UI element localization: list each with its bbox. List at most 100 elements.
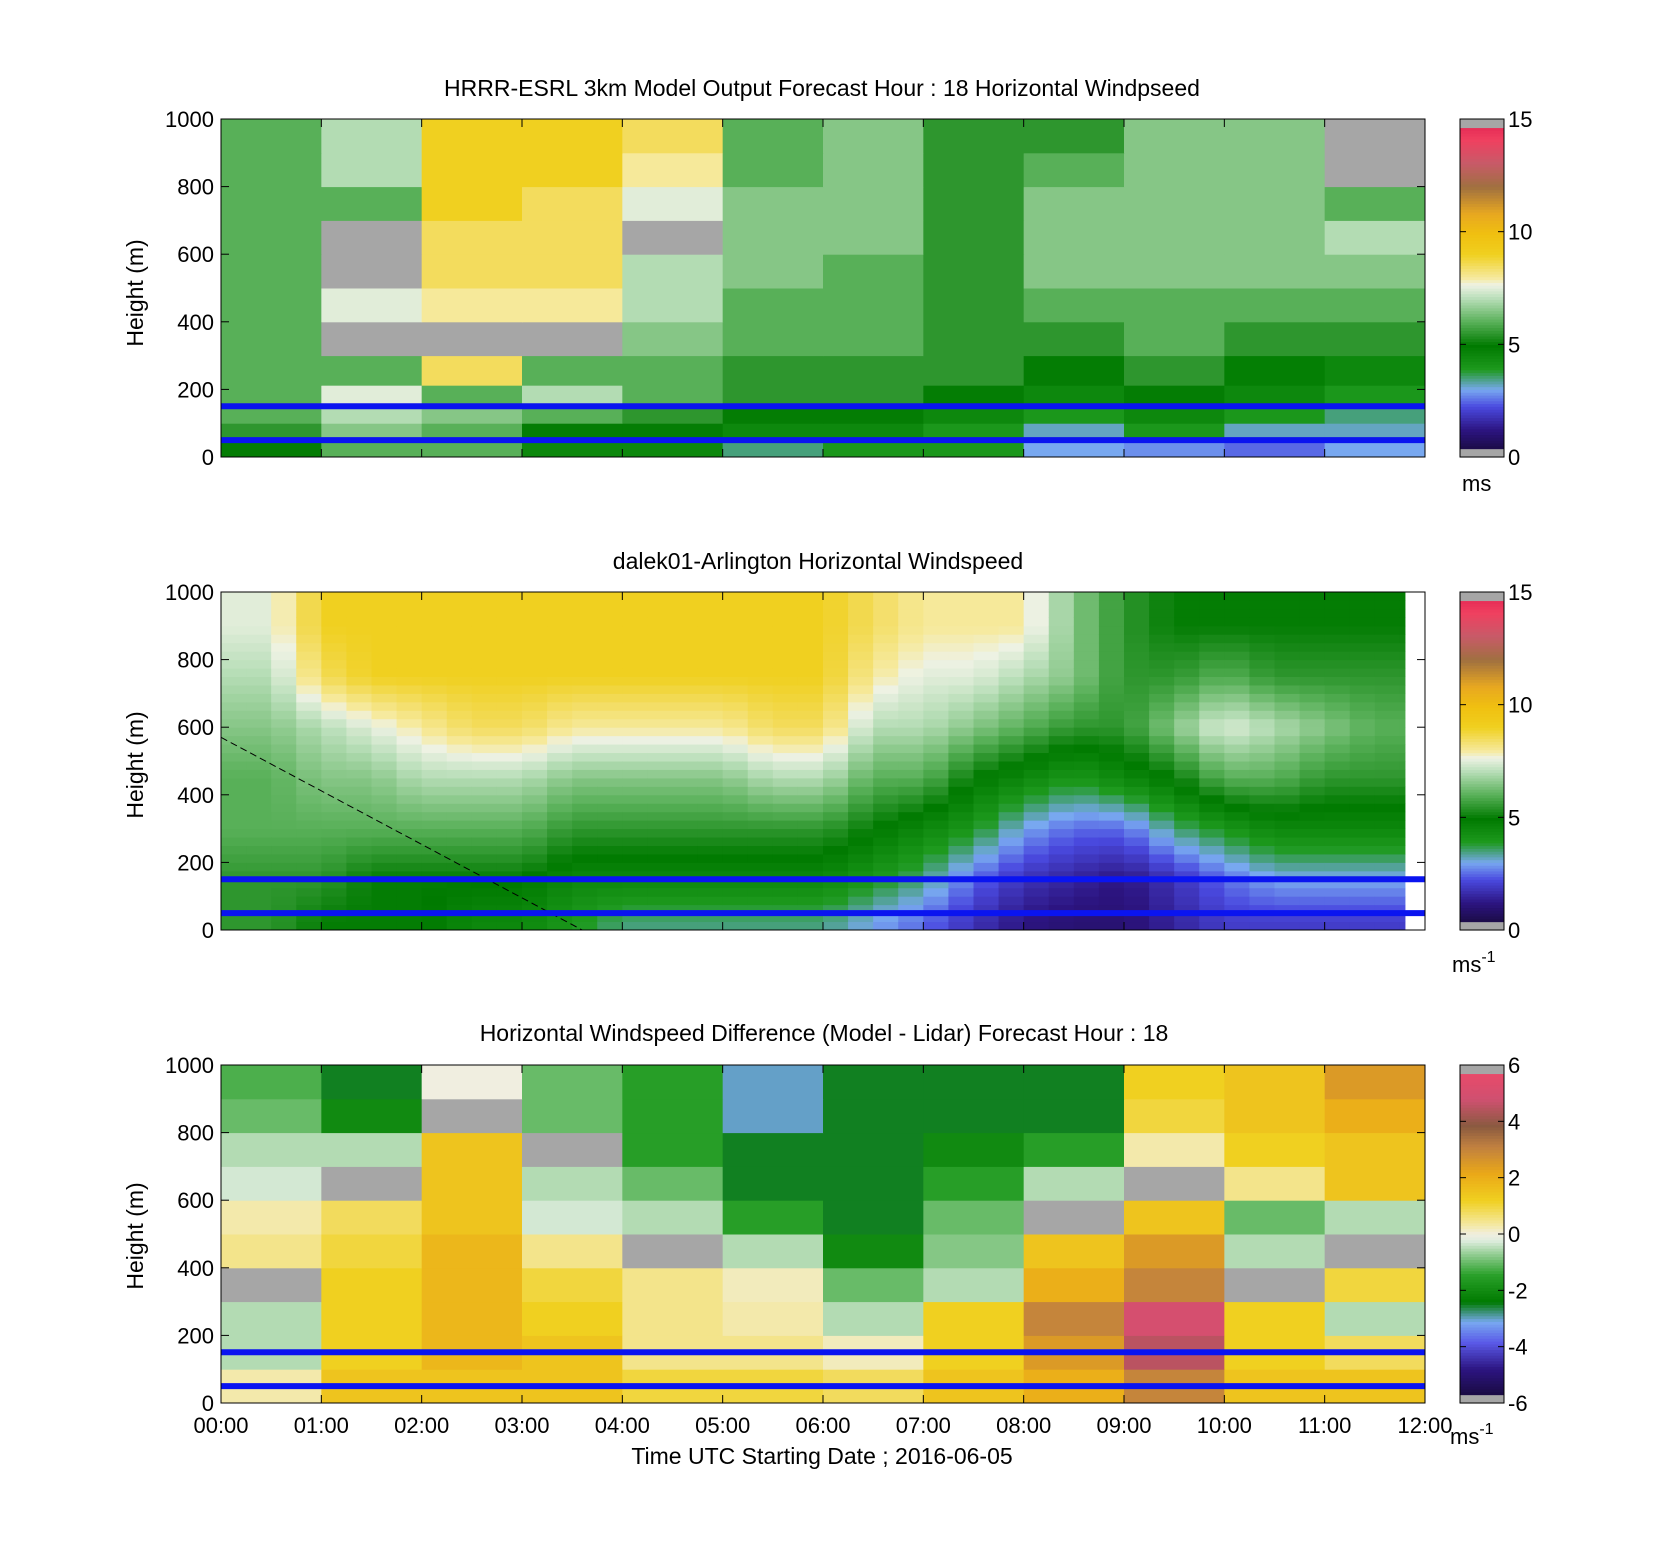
heatmap-cell	[572, 870, 598, 880]
colorbar-swatch	[1460, 1245, 1504, 1249]
heatmap-cell	[1374, 794, 1401, 804]
heatmap-cell	[522, 406, 623, 424]
panel-difference-title: Horizontal Windspeed Difference (Model -…	[480, 1020, 1169, 1046]
heatmap-cell	[221, 735, 247, 745]
heatmap-cell	[1399, 913, 1406, 923]
heatmap-cell	[572, 820, 598, 830]
heatmap-cell	[1349, 659, 1376, 669]
heatmap-cell	[848, 777, 874, 787]
heatmap-cell	[622, 288, 724, 323]
heatmap-cell	[1073, 625, 1100, 635]
heatmap-cell	[446, 820, 473, 830]
heatmap-cell	[1048, 904, 1075, 914]
heatmap-cell	[1098, 744, 1125, 754]
colorbar-swatch	[1460, 203, 1504, 207]
heatmap-cell	[647, 634, 673, 644]
heatmap-cell	[1249, 735, 1275, 745]
heatmap-cell	[1274, 853, 1301, 863]
colorbar-swatch	[1460, 324, 1504, 329]
heatmap-cell	[647, 718, 673, 728]
heatmap-cell	[1299, 761, 1326, 770]
heatmap-cell	[622, 1234, 724, 1269]
heatmap-cell	[1124, 710, 1150, 720]
heatmap-cell	[421, 845, 448, 855]
colorbar-swatch	[1460, 1211, 1504, 1215]
heatmap-cell	[923, 186, 1025, 221]
y-tick-label: 600	[177, 1188, 214, 1213]
heatmap-cell	[1224, 1267, 1326, 1303]
heatmap-cell	[848, 862, 874, 872]
heatmap-cell	[1324, 1132, 1426, 1167]
heatmap-cell	[221, 119, 322, 154]
heatmap-cell	[1249, 693, 1275, 703]
heatmap-cell	[572, 853, 598, 863]
heatmap-cell	[1374, 676, 1401, 686]
heatmap-cell	[823, 701, 849, 711]
heatmap-cell	[747, 761, 774, 770]
colorbar-swatch	[1460, 718, 1504, 723]
heatmap-cell	[246, 828, 272, 838]
heatmap-cell	[371, 777, 398, 787]
heatmap-cell	[547, 837, 573, 846]
heatmap-cell	[1349, 803, 1376, 813]
heatmap-cell	[772, 837, 799, 846]
heatmap-cell	[321, 608, 347, 618]
heatmap-cell	[923, 1301, 1025, 1336]
colorbar-swatch	[1460, 206, 1504, 210]
colorbar-swatch	[1460, 411, 1504, 416]
colorbar-swatch	[1460, 786, 1504, 790]
heatmap-cell	[321, 1200, 423, 1235]
heatmap-cell	[1174, 676, 1200, 686]
heatmap-cell	[1224, 684, 1250, 694]
heatmap-cell	[697, 617, 724, 627]
heatmap-cell	[1124, 794, 1150, 804]
heatmap-cell	[622, 634, 648, 644]
heatmap-cell	[948, 870, 974, 880]
colorbar-swatch	[1460, 1098, 1504, 1103]
heatmap-cell	[1324, 1200, 1426, 1235]
heatmap-cell	[797, 659, 824, 669]
heatmap-cell	[471, 592, 498, 601]
heatmap-cell	[1374, 684, 1401, 694]
heatmap-cell	[1174, 811, 1200, 821]
colorbar-swatch	[1460, 921, 1504, 925]
heatmap-cell	[772, 735, 799, 745]
colorbar-swatch	[1460, 1081, 1504, 1086]
heatmap-cell	[597, 727, 623, 737]
heatmap-cell	[296, 735, 322, 745]
heatmap-cell	[948, 718, 974, 728]
heatmap-cell	[421, 887, 448, 897]
heatmap-cell	[1098, 853, 1125, 863]
heatmap-cell	[797, 837, 824, 846]
heatmap-cell	[722, 642, 749, 652]
heatmap-cell	[823, 904, 849, 914]
heatmap-cell	[948, 828, 974, 838]
heatmap-cell	[522, 1098, 623, 1134]
colorbar-swatch	[1460, 679, 1504, 683]
heatmap-cell	[1224, 1166, 1326, 1201]
heatmap-cell	[221, 617, 247, 627]
heatmap-cell	[848, 887, 874, 897]
heatmap-cell	[346, 761, 372, 770]
heatmap-cell	[1249, 896, 1275, 906]
heatmap-cell	[1299, 879, 1326, 889]
x-tick-label: 03:00	[494, 1413, 549, 1438]
colorbar-swatch	[1460, 927, 1504, 931]
heatmap-cell	[446, 752, 473, 762]
heatmap-cell	[622, 803, 648, 813]
heatmap-cell	[1174, 853, 1200, 863]
heatmap-cell	[346, 676, 372, 686]
heatmap-cell	[396, 659, 423, 669]
heatmap-cell	[522, 727, 548, 737]
heatmap-cell	[1174, 727, 1200, 737]
heatmap-cell	[923, 794, 949, 804]
heatmap-cell	[898, 693, 924, 703]
heatmap-cell	[923, 600, 949, 610]
heatmap-cell	[747, 651, 774, 661]
heatmap-cell	[923, 651, 949, 661]
heatmap-cell	[371, 608, 398, 618]
heatmap-cell	[948, 668, 974, 677]
heatmap-cell	[572, 668, 598, 677]
heatmap-cell	[221, 744, 247, 754]
heatmap-cell	[1149, 904, 1175, 914]
